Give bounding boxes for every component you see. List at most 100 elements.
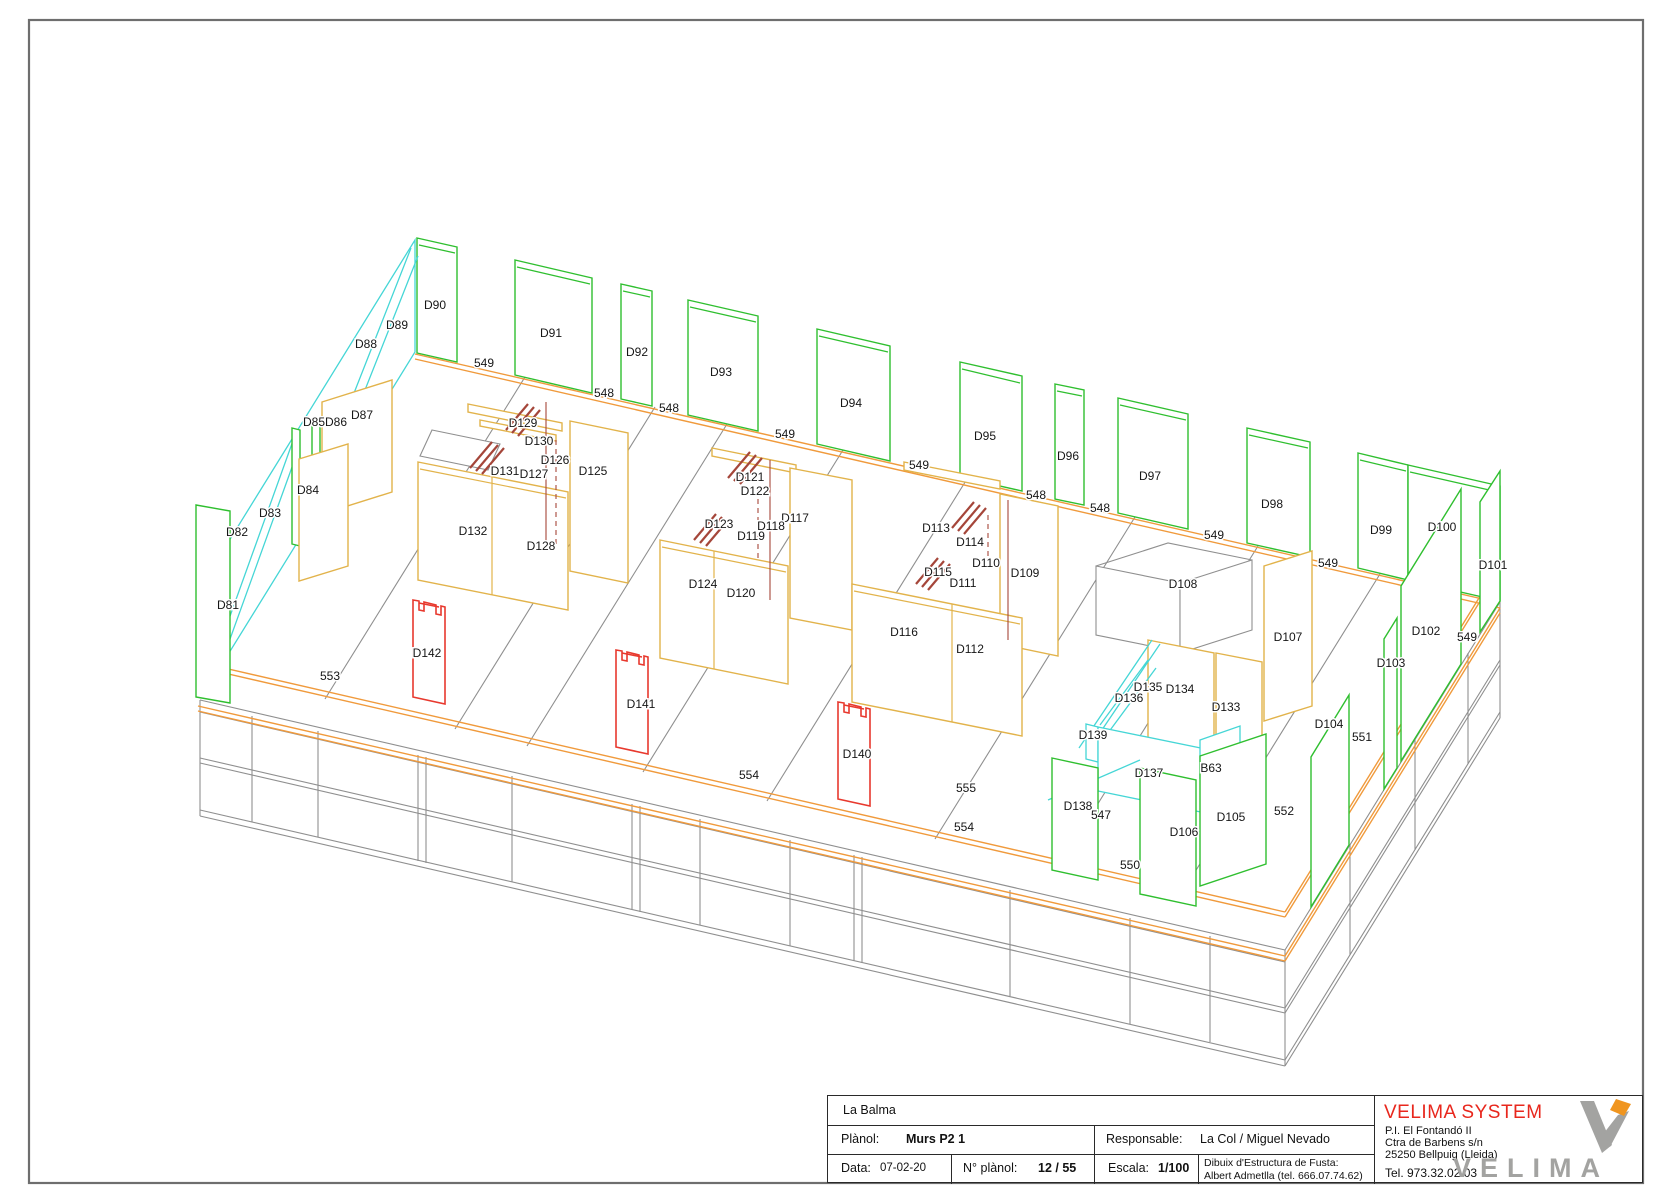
panel-label-D126: D126 <box>541 453 570 467</box>
red-columns <box>412 599 871 807</box>
panel-label-D135: D135 <box>1134 680 1163 694</box>
panel-label-D94: D94 <box>840 396 862 410</box>
dim-label-547: 547 <box>1091 808 1111 822</box>
data-value: 07-02-20 <box>880 1162 927 1174</box>
panel-label-D112: D112 <box>956 642 984 656</box>
panel-label-D106: D106 <box>1170 825 1199 839</box>
panel-label-D123: D123 <box>705 517 734 531</box>
panel-label-D81: D81 <box>217 598 239 612</box>
panel-label-D142: D142 <box>413 646 442 660</box>
project-name: La Balma <box>843 1103 896 1117</box>
panel-label-D130: D130 <box>525 434 554 448</box>
velima-logo-text: VELIMA <box>1453 1153 1610 1183</box>
panel-label-D102: D102 <box>1412 624 1441 638</box>
panel-D102 <box>1400 486 1462 764</box>
panel-label-D99: D99 <box>1370 523 1392 537</box>
title-block: La Balma Plànol: Murs P2 1 Responsable: … <box>827 1095 1643 1184</box>
front-right-green-panels <box>1051 468 1501 910</box>
panel-label-D138: D138 <box>1064 799 1093 813</box>
dim-label-554: 554 <box>739 768 759 782</box>
num-planol-value: 12 / 55 <box>1038 1161 1077 1175</box>
dim-label-554: 554 <box>954 820 974 834</box>
dim-label-549: 549 <box>474 356 494 370</box>
planol-value: Murs P2 1 <box>906 1132 966 1146</box>
escala-value: 1/100 <box>1158 1161 1190 1175</box>
panel-label-D101: D101 <box>1479 558 1508 572</box>
panel-label-D115: D115 <box>924 565 952 579</box>
num-planol-label: N° plànol: <box>963 1161 1018 1175</box>
dim-label-553: 553 <box>320 669 340 683</box>
panel-label-D90: D90 <box>424 298 446 312</box>
company-address-1: P.I. El Fontandó II <box>1385 1125 1472 1137</box>
panel-D101 <box>1479 468 1501 635</box>
panel-label-D118: D118 <box>757 519 785 533</box>
dim-label-555: 555 <box>956 781 976 795</box>
panel-label-D117: D117 <box>781 511 809 525</box>
responsable-label: Responsable: <box>1106 1132 1183 1146</box>
panel-and-dimension-labels: D81 D82 D83 D84 D85 D86 D87 D88 D89 D90 D91 D92 D93 D… <box>215 297 1509 874</box>
panel-label-D111: D111 <box>950 576 977 590</box>
panel-label-D103: D103 <box>1377 656 1406 670</box>
panel-label-D137: D137 <box>1135 766 1164 780</box>
dim-label-548: 548 <box>594 386 614 400</box>
panel-label-D98: D98 <box>1261 497 1283 511</box>
panel-label-D125: D125 <box>579 464 608 478</box>
floor-opening <box>419 429 501 471</box>
company-phone: Tel. 973.32.02.03 <box>1385 1166 1478 1180</box>
dim-label-549: 549 <box>1204 528 1224 542</box>
panel-label-D132: D132 <box>459 524 488 538</box>
panel-label-D93: D93 <box>710 365 732 379</box>
panel-D84 <box>298 443 349 582</box>
panel-D104 <box>1310 692 1350 910</box>
dim-label-549: 549 <box>1457 630 1477 644</box>
dim-label-549: 549 <box>909 458 929 472</box>
panel-label-D124: D124 <box>689 577 718 591</box>
column-D141 <box>615 649 649 755</box>
panel-label-D121: D121 <box>736 470 765 484</box>
data-label: Data: <box>841 1161 871 1175</box>
panel-label-D96: D96 <box>1057 449 1079 463</box>
panel-label-D92: D92 <box>626 345 648 359</box>
panel-label-D116: D116 <box>890 625 918 639</box>
panel-D106 <box>1139 767 1197 907</box>
panel-label-D127: D127 <box>520 467 549 481</box>
panel-label-D86: D86 <box>325 415 347 429</box>
panel-label-D82: D82 <box>226 525 248 539</box>
panel-label-D141: D141 <box>627 697 656 711</box>
panel-label-D88: D88 <box>355 337 377 351</box>
panel-label-D110: D110 <box>972 556 1000 570</box>
dim-label-548: 548 <box>1026 488 1046 502</box>
panel-label-D139: D139 <box>1079 728 1108 742</box>
dim-label-548: 548 <box>1090 501 1110 515</box>
panel-label-D95: D95 <box>974 429 996 443</box>
panel-label-D131: D131 <box>491 464 520 478</box>
panel-label-D136: D136 <box>1115 691 1144 705</box>
panel-D105 <box>1199 733 1267 887</box>
panel-label-D83: D83 <box>259 506 281 520</box>
panel-label-D129: D129 <box>509 416 538 430</box>
velima-logo-icon <box>1580 1099 1631 1153</box>
panel-label-D120: D120 <box>727 586 756 600</box>
dim-label-549: 549 <box>775 427 795 441</box>
lower-storey-structure <box>199 601 1501 1067</box>
panel-label-B63: B63 <box>1200 761 1222 775</box>
dim-label-548: 548 <box>659 401 679 415</box>
panel-label-D113: D113 <box>922 521 950 535</box>
panel-label-D114: D114 <box>956 535 984 549</box>
panel-D81 <box>195 504 231 704</box>
panel-D107 <box>1263 550 1313 722</box>
panel-label-D87: D87 <box>351 408 373 422</box>
panel-label-D133: D133 <box>1212 700 1241 714</box>
panel-D138 <box>1051 757 1099 881</box>
panel-label-D97: D97 <box>1139 469 1161 483</box>
panel-label-D122: D122 <box>741 484 770 498</box>
left-wall <box>195 237 501 704</box>
escala-label: Escala: <box>1108 1161 1149 1175</box>
panel-label-D100: D100 <box>1428 520 1457 534</box>
panel-label-D140: D140 <box>843 747 872 761</box>
interior-cluster-c <box>851 461 1059 737</box>
panel-label-D107: D107 <box>1274 630 1303 644</box>
dim-label-552: 552 <box>1274 804 1294 818</box>
